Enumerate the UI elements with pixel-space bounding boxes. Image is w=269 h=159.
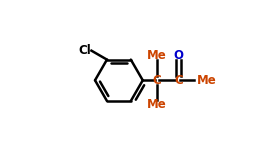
Text: C: C: [174, 74, 183, 87]
Text: Cl: Cl: [78, 44, 91, 57]
Text: Me: Me: [197, 74, 217, 87]
Text: O: O: [173, 49, 183, 62]
Text: C: C: [153, 74, 161, 87]
Text: Me: Me: [147, 98, 167, 111]
Text: Me: Me: [147, 49, 167, 62]
